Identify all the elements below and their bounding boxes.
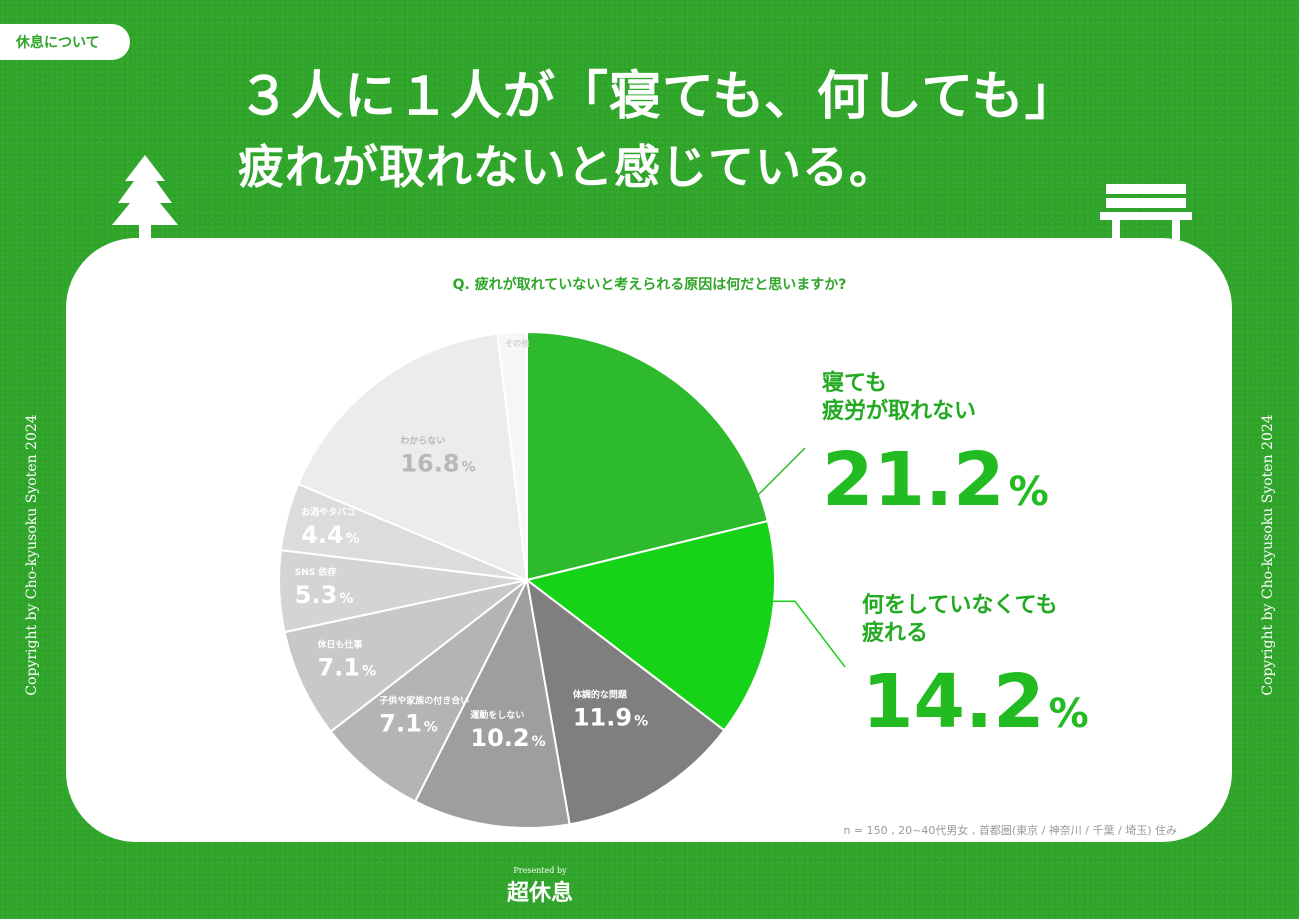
slice-label: 体調的な問題 xyxy=(573,688,628,700)
slice-percent: % xyxy=(346,531,360,547)
slice-value: 7.1 xyxy=(379,710,422,738)
callout-label: 何をしていなくても xyxy=(862,592,1058,618)
bench-icon xyxy=(1100,184,1192,240)
callout-percent: % xyxy=(1049,691,1089,737)
callout-percent: % xyxy=(1009,469,1049,515)
presented-by: Presented by xyxy=(513,866,567,875)
slice-label: その他 xyxy=(505,338,529,348)
pie-slice xyxy=(525,577,726,826)
sample-note: n = 150 , 20~40代男女 , 首都圏(東京 / 神奈川 / 千葉 /… xyxy=(843,824,1177,837)
slice-value: 10.2 xyxy=(470,724,529,752)
slice-percent: % xyxy=(634,713,648,729)
slice-percent: % xyxy=(362,663,376,679)
slice-label: わからない xyxy=(400,435,445,446)
callout-label: 寝ても xyxy=(822,370,887,396)
callout-value: 21.2 xyxy=(822,437,1005,523)
slice-percent: % xyxy=(424,720,438,736)
category-tag: 休息について xyxy=(0,24,130,60)
pie-slice xyxy=(413,576,571,829)
callout-value: 14.2 xyxy=(862,659,1045,745)
pie-slice xyxy=(329,579,528,803)
pie-slice xyxy=(296,332,529,582)
pie-slices xyxy=(278,330,776,829)
slice-label: 休日も仕事 xyxy=(317,638,363,650)
pie-inner-labels: 体調的な問題 11.9 % 運動をしない 10.2 % 子供や家族の付き合い 7.1 % 休日も仕… xyxy=(295,338,648,752)
slice-label: 運動をしない xyxy=(470,709,524,721)
title-line-1: ３人に１人が「寝ても、何しても」 xyxy=(238,67,1078,127)
callout-leader-line xyxy=(628,600,846,668)
callout-label: 疲労が取れない xyxy=(822,398,976,424)
slice-percent: % xyxy=(339,591,353,607)
slice-percent: % xyxy=(462,459,476,475)
pie-slice xyxy=(283,579,528,733)
survey-question: Q. 疲れが取れていないと考えられる原因は何だと思いますか? xyxy=(452,277,847,293)
slice-value: 4.4 xyxy=(301,521,344,549)
brand-logo: 超休息 xyxy=(506,881,573,906)
pie-slice xyxy=(524,519,776,732)
slice-value: 16.8 xyxy=(400,449,459,477)
page-title: ３人に１人が「寝ても、何しても」 疲れが取れないと感じている。 xyxy=(238,62,1138,202)
callout-label: 疲れる xyxy=(862,620,928,646)
slice-label: お酒やタバコ xyxy=(301,506,355,518)
slice-value: 7.1 xyxy=(318,653,361,681)
title-line-2: 疲れが取れないと感じている。 xyxy=(238,140,896,194)
slice-value: 5.3 xyxy=(295,581,338,609)
slice-label: 子供や家族の付き合い xyxy=(379,695,469,707)
slice-value: 11.9 xyxy=(573,703,632,731)
slice-label: SNS 依存 xyxy=(295,566,337,578)
pie-slice xyxy=(496,330,528,581)
pie-slice xyxy=(526,330,770,582)
callout-leader-line xyxy=(591,447,806,499)
slice-percent: % xyxy=(532,734,546,750)
